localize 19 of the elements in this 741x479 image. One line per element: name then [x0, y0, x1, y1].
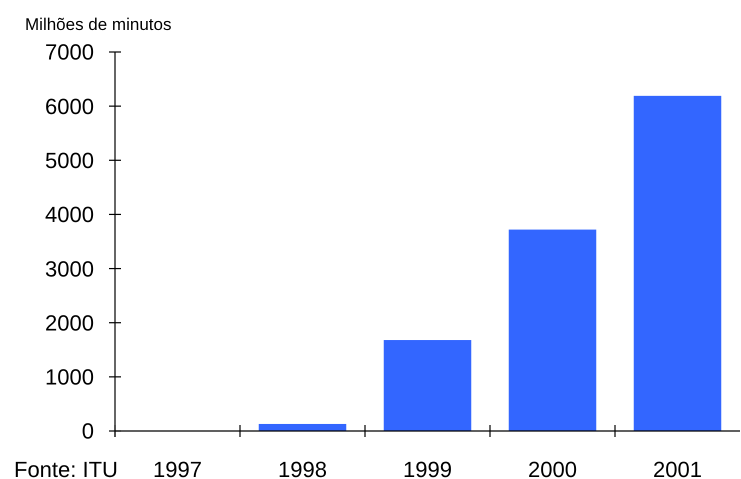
y-tick-label: 4000: [45, 202, 94, 228]
y-tick-label: 1000: [45, 364, 94, 390]
bar: [384, 340, 472, 431]
x-tick-label: 2000: [528, 457, 577, 479]
y-tick-label: 3000: [45, 256, 94, 282]
source-note: Fonte: ITU: [14, 457, 118, 479]
y-tick-label: 5000: [45, 148, 94, 173]
bar: [258, 424, 346, 431]
x-tick-label: 1999: [403, 457, 452, 479]
y-tick-label: 0: [82, 418, 94, 444]
x-tick-label: 2001: [653, 457, 702, 479]
bar: [634, 96, 722, 431]
bar: [508, 230, 596, 431]
x-tick-label: 1997: [153, 457, 202, 479]
x-tick-label: 1998: [278, 457, 327, 479]
y-axis-title: Milhões de minutos: [25, 15, 172, 34]
y-tick-label: 7000: [45, 40, 94, 65]
y-tick-label: 6000: [45, 94, 94, 119]
y-tick-label: 2000: [45, 310, 94, 336]
